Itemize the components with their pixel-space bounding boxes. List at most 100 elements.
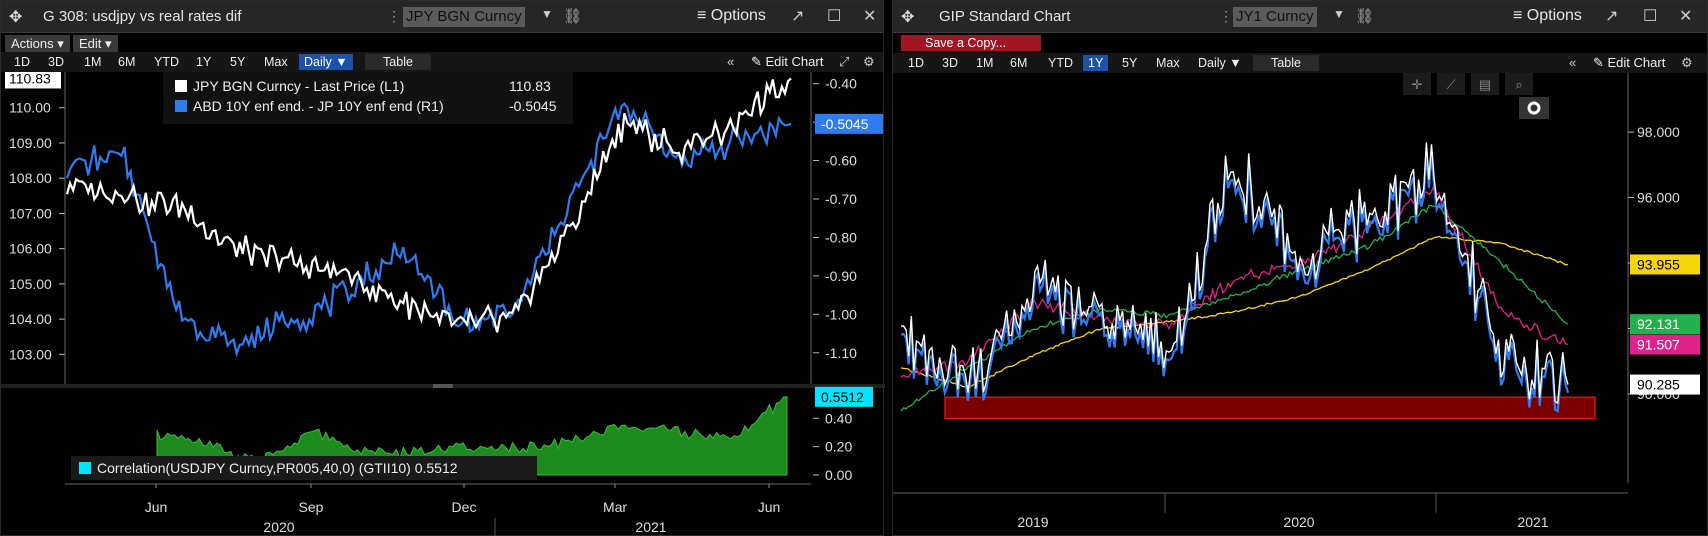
crosshair-icon-box <box>1403 73 1431 95</box>
draw-icon[interactable]: ⤢ <box>839 54 850 69</box>
edit-chart-button[interactable]: ✎ Edit Chart <box>751 54 824 69</box>
right-chart-svg: ✛⟋▤⌕98.00096.00094.00092.00090.00093.955… <box>893 73 1700 530</box>
range-ytd[interactable]: YTD <box>154 55 179 69</box>
close-icon[interactable]: ✕ <box>1679 8 1693 25</box>
last-value-label: 93.955 <box>1637 256 1680 272</box>
table-button[interactable]: Table <box>1253 55 1319 71</box>
x-axis-year-label: 2021 <box>1517 514 1548 530</box>
left-chart-svg: 110.00 109.00 108.00 107.00 106.00 105.00 104.… <box>1 68 885 536</box>
collapse-icon[interactable]: « <box>727 54 735 69</box>
options-label: Options <box>710 7 766 24</box>
left-axis-tick-label: 103.00 <box>9 346 52 362</box>
chevron-down-icon[interactable]: ▼ <box>1333 7 1345 21</box>
last-value-tag <box>1630 334 1700 355</box>
edit-menu[interactable]: Edit ▾ <box>73 35 118 52</box>
range-6m[interactable]: 6M <box>1010 56 1028 70</box>
options-menu[interactable]: ≡ Options <box>697 7 766 25</box>
range-5y[interactable]: 5Y <box>1122 56 1138 70</box>
range-1y[interactable]: 1Y <box>1083 55 1109 71</box>
left-axis-tick-label: 105.00 <box>9 276 52 292</box>
range-max[interactable]: Max <box>264 55 288 69</box>
popout-icon[interactable]: ↗ <box>791 8 805 25</box>
last-value-tag <box>1630 374 1700 395</box>
lower-axis-tick-label: 0.40 <box>825 410 852 426</box>
record-icon <box>1527 101 1541 115</box>
last-value-label: 91.507 <box>1637 337 1680 353</box>
left-title-bar: ✥ G 308: usdjpy vs real rates dif ⋮ JPY … <box>1 1 883 33</box>
pane-resize-handle <box>433 384 453 388</box>
price-axis-tick-label: 98.000 <box>1637 124 1680 140</box>
drag-handle-icon[interactable]: ⋮ <box>387 8 401 24</box>
move-icon[interactable]: ✥ <box>901 9 915 26</box>
x-axis-year-label: 2021 <box>635 519 666 535</box>
right-axis-tick-label: -1.10 <box>825 345 857 361</box>
link-icon[interactable]: ⛓ <box>563 8 583 25</box>
right-axis-tick-label: -1.00 <box>825 306 857 322</box>
frequency-select[interactable]: Daily ▼ <box>1198 56 1242 70</box>
drag-handle-icon[interactable]: ⋮ <box>1219 8 1233 24</box>
real-rate-diff-line <box>65 102 792 358</box>
left-axis-tick-label: 106.00 <box>9 241 52 257</box>
gear-icon[interactable]: ⚙ <box>863 54 875 69</box>
frequency-select[interactable]: Daily ▼ <box>299 54 353 70</box>
legend-label: ABD 10Y enf end. - JP 10Y enf end (R1) <box>193 98 444 114</box>
right-title-bar: ✥ GIP Standard Chart ⋮ JY1 Curncy ▼ ⛓ ≡ … <box>893 1 1707 33</box>
lower-axis-tick-label: 0.00 <box>825 467 852 483</box>
left-axis-tick-label: 107.00 <box>9 205 52 221</box>
record-button <box>1519 97 1549 119</box>
range-1m[interactable]: 1M <box>976 56 994 70</box>
right-chart-area[interactable]: ✛⟋▤⌕98.00096.00094.00092.00090.00093.955… <box>893 73 1708 536</box>
actions-menu[interactable]: Actions ▾ <box>5 35 70 52</box>
link-icon[interactable]: ⛓ <box>1355 8 1375 25</box>
range-3d[interactable]: 3D <box>942 56 958 70</box>
options-menu[interactable]: ≡ Options <box>1513 7 1582 25</box>
right-axis-tick-label: -0.80 <box>825 229 857 245</box>
x-axis-month-label: Dec <box>452 499 477 515</box>
chevron-down-icon[interactable]: ▼ <box>541 7 553 21</box>
range-6m[interactable]: 6M <box>118 55 136 69</box>
edit-chart-button[interactable]: ✎ Edit Chart <box>1593 55 1666 70</box>
left-chart-area[interactable]: 110.00 109.00 108.00 107.00 106.00 105.00 104.… <box>1 68 885 536</box>
range-1d[interactable]: 1D <box>908 56 924 70</box>
legend-value: 110.83 <box>509 78 551 94</box>
maximize-icon[interactable]: ☐ <box>1643 8 1658 25</box>
legend-swatch <box>175 100 187 112</box>
range-5y[interactable]: 5Y <box>230 55 246 69</box>
lower-legend-box <box>71 456 537 480</box>
edit-chart-label: Edit Chart <box>1607 55 1666 70</box>
crosshair-icon: ✛ <box>1412 77 1423 92</box>
legend-box <box>163 72 573 124</box>
left-axis-tick-label: 104.00 <box>9 311 52 327</box>
x-axis-year-label: 2020 <box>263 519 294 535</box>
range-1m[interactable]: 1M <box>84 55 102 69</box>
frequency-label: Daily <box>1198 56 1226 70</box>
last-value-tag <box>1630 314 1700 335</box>
close-icon[interactable]: ✕ <box>863 8 877 25</box>
draw-icon-box <box>1437 73 1465 95</box>
range-1y[interactable]: 1Y <box>196 55 212 69</box>
ticker-field[interactable]: JPY BGN Curncy <box>403 7 525 27</box>
range-ytd[interactable]: YTD <box>1048 56 1073 70</box>
maximize-icon[interactable]: ☐ <box>827 8 842 25</box>
legend-label: JPY BGN Curncy - Last Price (L1) <box>193 78 404 94</box>
save-copy-button[interactable]: Save a Copy... <box>901 35 1041 51</box>
move-icon[interactable]: ✥ <box>9 9 23 26</box>
lower-last-tag <box>815 386 873 407</box>
price-axis-tick-label: 96.000 <box>1637 190 1680 206</box>
gear-icon[interactable]: ⚙ <box>1681 55 1693 70</box>
last-value-tag <box>1630 254 1700 275</box>
range-1d[interactable]: 1D <box>14 55 30 69</box>
range-3d[interactable]: 3D <box>48 55 64 69</box>
x-axis-month-label: Sep <box>299 499 324 515</box>
last-right-value: -0.5045 <box>821 116 869 132</box>
range-max[interactable]: Max <box>1156 56 1180 70</box>
table-button[interactable]: Table <box>365 54 431 70</box>
ticker-field[interactable]: JY1 Curncy <box>1233 7 1317 27</box>
left-axis-tick-label: 109.00 <box>9 135 52 151</box>
legend-swatch <box>175 80 187 92</box>
collapse-icon[interactable]: « <box>1569 55 1577 70</box>
table-icon-box <box>1471 73 1499 95</box>
popout-icon[interactable]: ↗ <box>1605 8 1619 25</box>
left-axis-tick-label: 108.00 <box>9 170 52 186</box>
left-axis-tick-label: 110.00 <box>9 100 51 116</box>
